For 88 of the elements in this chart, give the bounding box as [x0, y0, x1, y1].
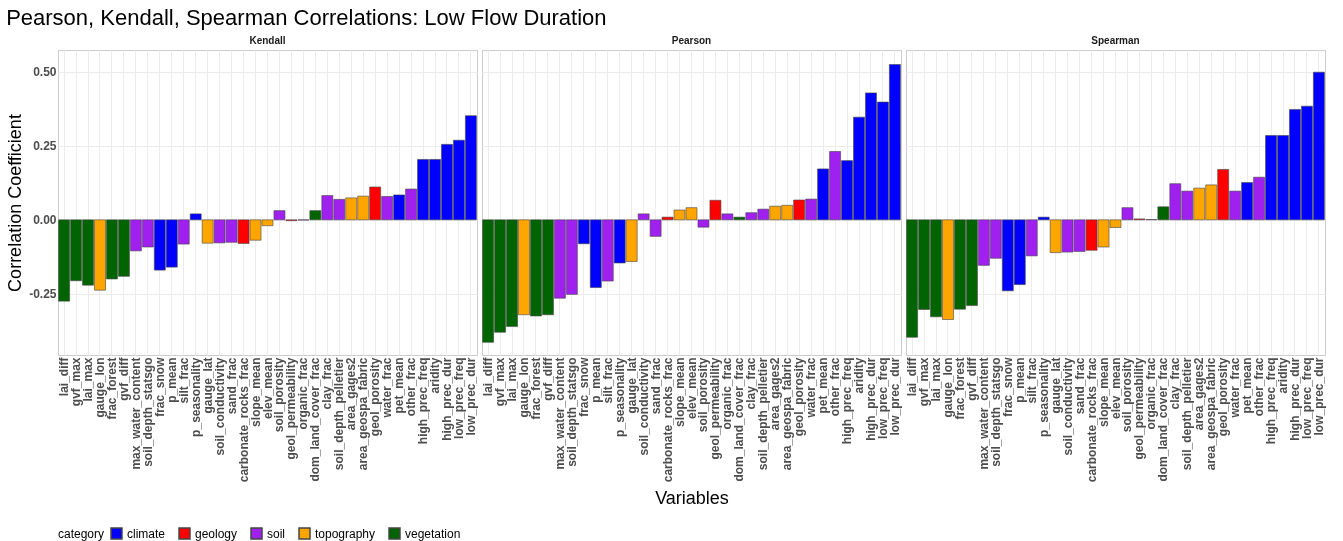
x-tick-label: area_gages2 [344, 357, 359, 431]
y-tick-label: -0.25 [29, 287, 57, 302]
x-tick-label: p_seasonality [612, 357, 627, 437]
x-tick-label: clay_frac [320, 357, 335, 410]
legend-title: category [58, 527, 105, 541]
x-tick-label: pet_mean [1240, 357, 1255, 414]
x-tick-label: soil_depth_pelletier [756, 357, 771, 471]
x-tick-label: other_frac [404, 357, 419, 417]
x-tick-label: dom_land_cover_frac [1156, 357, 1171, 482]
x-tick-label: aridity [1276, 357, 1290, 394]
x-tick-label: geol_porosity [368, 357, 383, 437]
x-tick-label: other_frac [1252, 357, 1267, 417]
x-tick-label: lai_max [81, 357, 96, 402]
x-tick-label: p_mean [1012, 357, 1027, 403]
x-tick-label: lai_diff [481, 356, 496, 397]
x-tick-label: carbonate_rocks_frac [660, 357, 675, 483]
x-tick-label: p_seasonality [1036, 357, 1051, 437]
y-tick-label: 0.25 [33, 139, 57, 154]
x-tick-label: gvf_max [493, 357, 508, 407]
x-tick-label: lai_max [929, 357, 944, 402]
x-tick-label: water_frac [804, 357, 819, 419]
y-tick-label: 0.50 [33, 65, 57, 80]
x-tick-label: area_geospa_fabric [356, 357, 371, 471]
x-tick-label: geol_porosity [792, 357, 807, 437]
x-tick-label: geol_permeability [708, 357, 723, 460]
legend-label: climate [127, 526, 166, 541]
x-tick-label: soil_porosity [696, 357, 711, 433]
x-tick-label: gauge_lon [93, 357, 107, 418]
x-tick-label: organic_frac [720, 357, 735, 430]
legend-label: vegetation [405, 526, 461, 541]
x-tick-label: clay_frac [744, 357, 759, 410]
x-tick-label: soil_depth_pelletier [1180, 357, 1195, 471]
x-tick-label: carbonate_rocks_frac [236, 357, 251, 483]
x-tick-label: gauge_lon [517, 357, 531, 418]
x-tick-label: soil_depth_statsgo [140, 357, 155, 467]
x-tick-label: high_prec_freq [840, 357, 855, 445]
x-tick-label: p_mean [588, 357, 603, 403]
chart-title: Kendall [249, 35, 286, 46]
x-tick-label: soil_depth_statsgo [988, 357, 1003, 467]
x-tick-label: lai_diff [57, 356, 72, 397]
x-axis-title: Variables [655, 488, 729, 509]
x-tick-label: geol_porosity [1216, 357, 1231, 437]
x-tick-label: area_gages2 [1192, 357, 1207, 431]
x-tick-label: area_gages2 [768, 357, 783, 431]
x-tick-label: aridity [852, 357, 866, 394]
x-tick-label: lai_diff [905, 356, 920, 397]
x-tick-label: dom_land_cover_frac [308, 357, 323, 482]
x-tick-label: dom_land_cover_frac [732, 357, 747, 482]
x-tick-label: gvf_diff [116, 356, 131, 401]
x-tick-label: gvf_diff [540, 356, 555, 401]
x-tick-label: soil_depth_pelletier [332, 357, 347, 471]
x-tick-label: gvf_max [917, 357, 932, 407]
x-tick-label: area_geospa_fabric [780, 357, 795, 471]
x-tick-label: gauge_lon [941, 357, 955, 418]
x-tick-label: area_geospa_fabric [1204, 357, 1219, 471]
y-axis-title: Correlation Coefficient [5, 114, 26, 292]
x-tick-label: lai_max [505, 357, 520, 402]
x-tick-label: pet_mean [392, 357, 407, 414]
x-tick-label: slope_mean [248, 357, 263, 427]
x-tick-label: carbonate_rocks_frac [1084, 357, 1099, 483]
x-tick-label: high_prec_freq [416, 357, 431, 445]
x-tick-label: soil_porosity [1120, 357, 1135, 433]
x-tick-label: gvf_max [69, 357, 84, 407]
x-tick-label: organic_frac [1144, 357, 1159, 430]
x-tick-label: slope_mean [672, 357, 687, 427]
x-tick-label: aridity [428, 357, 442, 394]
x-tick-label: pet_mean [816, 357, 831, 414]
x-tick-label: slope_mean [1096, 357, 1111, 427]
x-tick-label: soil_depth_statsgo [564, 357, 579, 467]
text: Pearson, Kendall, Spearman Correlations: Low Flow Duration [6, 4, 607, 30]
x-tick-label: p_mean [164, 357, 179, 403]
x-tick-label: geol_permeability [1132, 357, 1147, 460]
x-tick-label: water_frac [1228, 357, 1243, 419]
legend-label: topography [315, 526, 376, 541]
x-tick-label: organic_frac [296, 357, 311, 430]
x-tick-label: clay_frac [1168, 357, 1183, 410]
legend-label: geology [195, 526, 238, 541]
x-tick-label: geol_permeability [284, 357, 299, 460]
chart-title: Pearson [671, 35, 712, 46]
x-tick-label: water_frac [380, 357, 395, 419]
y-tick-label: 0.00 [33, 213, 57, 228]
x-tick-label: gvf_diff [964, 356, 979, 401]
x-tick-label: p_seasonality [188, 357, 203, 437]
legend-label: soil [267, 526, 286, 541]
x-tick-label: other_frac [828, 357, 843, 417]
x-tick-label: soil_porosity [272, 357, 287, 433]
x-tick-label: high_prec_freq [1264, 357, 1279, 445]
chart-title: Spearman [1091, 35, 1140, 46]
